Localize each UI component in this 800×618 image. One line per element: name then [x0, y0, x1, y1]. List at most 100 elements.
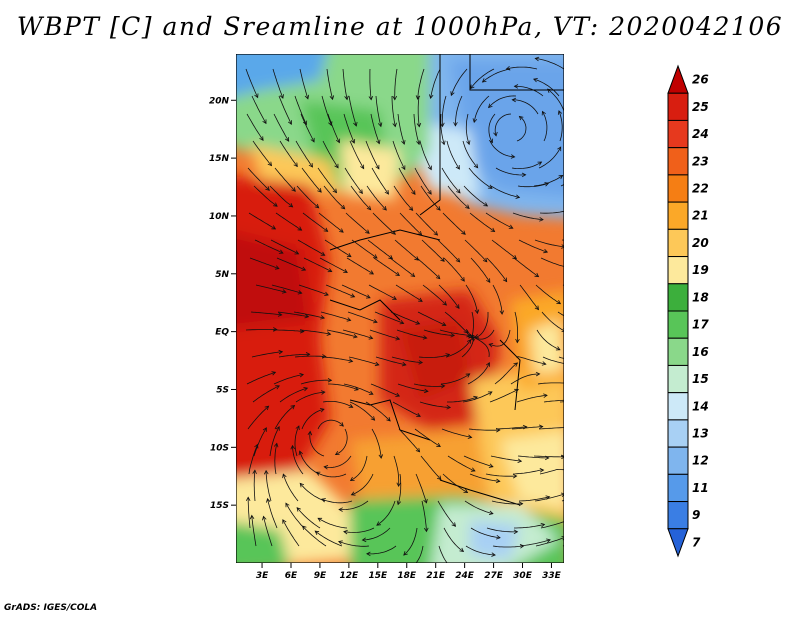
streamline — [450, 68, 468, 96]
streamline — [245, 68, 259, 98]
colorbar-label: 26 — [692, 73, 709, 87]
streamline — [495, 426, 527, 430]
streamline — [253, 470, 256, 502]
streamline-arrow — [435, 274, 441, 280]
streamline-arrow — [284, 137, 290, 142]
streamline-arrow — [320, 390, 326, 395]
streamline — [265, 470, 272, 502]
lat-label: 10S — [210, 443, 229, 453]
streamline — [463, 455, 494, 468]
streamline-arrow — [521, 172, 527, 178]
streamline — [319, 257, 348, 273]
streamline-arrow — [491, 552, 496, 557]
streamline — [492, 284, 503, 315]
streamline-arrow — [299, 482, 305, 488]
streamline — [464, 239, 488, 263]
streamline-arrow — [375, 164, 380, 170]
streamline — [371, 428, 382, 459]
streamline-arrow — [539, 217, 544, 222]
streamline-arrow — [378, 454, 384, 459]
streamline — [533, 175, 563, 187]
streamline — [318, 212, 344, 233]
streamline — [349, 140, 365, 169]
streamline — [443, 527, 464, 552]
streamline — [557, 311, 564, 317]
streamline-arrow — [518, 501, 524, 507]
streamline-arrow — [582, 322, 586, 326]
streamline-arrow — [482, 257, 488, 263]
streamline-arrow — [290, 404, 296, 410]
streamline — [342, 329, 373, 339]
streamline-arrow — [326, 331, 332, 336]
streamline — [489, 329, 511, 347]
streamline-arrow — [368, 335, 374, 340]
streamline — [415, 212, 438, 236]
streamline-arrow — [515, 194, 521, 199]
streamline-arrow — [267, 161, 273, 167]
colorbar-label: 9 — [692, 508, 700, 522]
streamline — [294, 425, 300, 457]
streamline — [559, 401, 564, 403]
streamline — [439, 329, 471, 337]
streamline-arrow — [327, 268, 333, 273]
streamline-arrow — [384, 189, 389, 195]
colorbar-cell — [667, 419, 689, 448]
streamline — [447, 185, 470, 209]
streamline-arrow — [266, 497, 271, 503]
streamline-arrow — [418, 360, 424, 365]
streamline — [473, 95, 490, 123]
streamline — [348, 356, 379, 366]
streamline — [419, 140, 432, 170]
streamline-arrow — [302, 525, 307, 531]
streamline-arrow — [535, 371, 541, 377]
streamline — [324, 239, 352, 258]
streamline — [271, 284, 302, 294]
streamline — [348, 95, 357, 127]
streamline — [488, 113, 496, 143]
streamline — [413, 113, 420, 145]
streamline-arrow — [376, 139, 381, 145]
streamline — [275, 212, 302, 231]
streamline — [539, 210, 564, 214]
streamline-arrow — [436, 206, 441, 211]
streamline — [566, 427, 597, 429]
streamline-arrow — [361, 537, 367, 543]
streamline-arrow — [485, 362, 490, 367]
streamline-arrow — [382, 206, 387, 211]
streamline-arrow — [567, 468, 571, 472]
streamline — [414, 428, 441, 447]
streamline-arrow — [587, 534, 591, 537]
streamline-arrow — [511, 97, 517, 103]
streamline-arrow — [487, 184, 493, 189]
streamline-arrow — [518, 115, 524, 121]
streamline — [413, 383, 445, 387]
colorbar-cell — [667, 501, 689, 530]
streamline-arrow — [264, 405, 270, 411]
streamline — [463, 185, 488, 207]
streamline-arrow — [346, 253, 352, 258]
streamline-arrow — [456, 188, 461, 194]
lon-label: 21E — [426, 571, 446, 581]
streamline-arrow — [328, 121, 333, 127]
streamline — [418, 354, 450, 359]
colorbar-label: 11 — [692, 481, 709, 495]
streamline — [369, 329, 400, 340]
streamline — [417, 68, 425, 100]
streamline — [351, 473, 374, 496]
streamline-arrow — [327, 377, 333, 383]
streamline-arrow — [317, 188, 322, 193]
streamline-arrow — [273, 202, 278, 207]
streamline-arrow — [514, 388, 519, 393]
streamline-arrow — [543, 248, 549, 254]
colorbar-label: 15 — [692, 372, 709, 386]
streamline — [250, 311, 282, 316]
streamline-arrow — [401, 140, 406, 145]
streamline — [516, 394, 548, 403]
streamline — [245, 328, 277, 331]
streamline-arrow — [395, 392, 401, 397]
streamline — [302, 525, 327, 547]
streamline — [491, 500, 523, 505]
streamline-arrow — [469, 335, 475, 340]
streamline — [485, 473, 517, 477]
streamline — [536, 329, 561, 351]
